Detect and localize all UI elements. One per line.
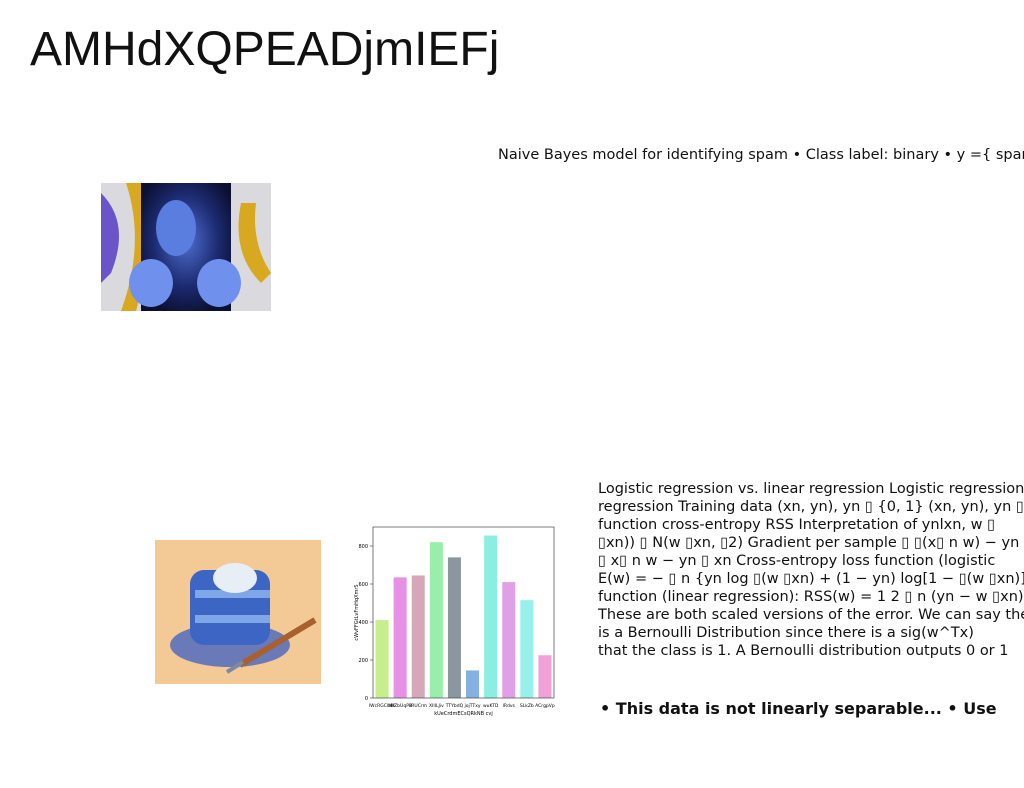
body-text: Logistic regression vs. linear regressio… [598,480,1024,660]
body-line: that the class is 1. A Bernoulli distrib… [598,643,1009,659]
x-tick-label: TTYbdQ [445,703,464,709]
bar [393,577,407,698]
body-line: regression Training data (xn, yn), yn ▯ … [598,499,1024,515]
body-line: is a Bernoulli Distribution since there … [598,625,974,641]
y-tick-label: 0 [365,696,368,702]
y-tick-label: 200 [358,658,368,664]
bar [375,620,389,698]
x-axis-label: kUeCrdmECsQRkNB cvj [434,711,493,717]
body-line: ▯xn)) ▯ N(w ▯xn, ▯2) Gradient per sample… [598,535,1024,551]
x-tick-label: rRUCrm [409,703,427,709]
x-tick-label: lWcRGCIMX [369,703,395,709]
bar [484,535,498,698]
bar [466,670,480,698]
bar [447,557,461,698]
x-tick-label: SLkZb [520,703,534,709]
bar [502,582,516,698]
y-tick-label: 400 [358,620,368,626]
x-tick-label: ACrgpVp [535,703,555,709]
body-line: E(w) = − ▯ n {yn log ▯(w ▯xn) + (1 − yn)… [598,571,1024,587]
bar [411,575,425,698]
body-line: ▯ x▯ n w − yn ▯ xn Cross-entropy loss fu… [598,553,996,569]
x-tick-label: wuKTD [483,703,499,709]
x-tick-label: jojTTxy [464,703,481,709]
x-tick-label: bKZbUqPB [388,703,412,709]
body-line: These are both scaled versions of the er… [598,607,1024,623]
slide-title: AMHdXQPEADjmIEFj [30,23,500,76]
bar [538,655,552,698]
callout-text: • This data is not linearly separable...… [600,699,997,718]
y-tick-label: 800 [358,544,368,550]
bar [520,600,534,698]
body-line: function cross-entropy RSS Interpretatio… [598,517,996,533]
x-tick-label: XIIILJiv [429,703,444,709]
y-tick-label: 600 [358,582,368,588]
x-tick-label: lRdvs [503,703,516,709]
intro-text: Naive Bayes model for identifying spam •… [498,147,1024,163]
body-line: Logistic regression vs. linear regressio… [598,481,1024,497]
photo-face [101,183,271,311]
y-axis-label: cWvFFGtLvFmHqXmrS [354,584,360,640]
body-line: function (linear regression): RSS(w) = 1… [598,589,1024,605]
bar [429,542,443,698]
plot-frame [372,526,555,699]
photo-cake [155,540,321,684]
